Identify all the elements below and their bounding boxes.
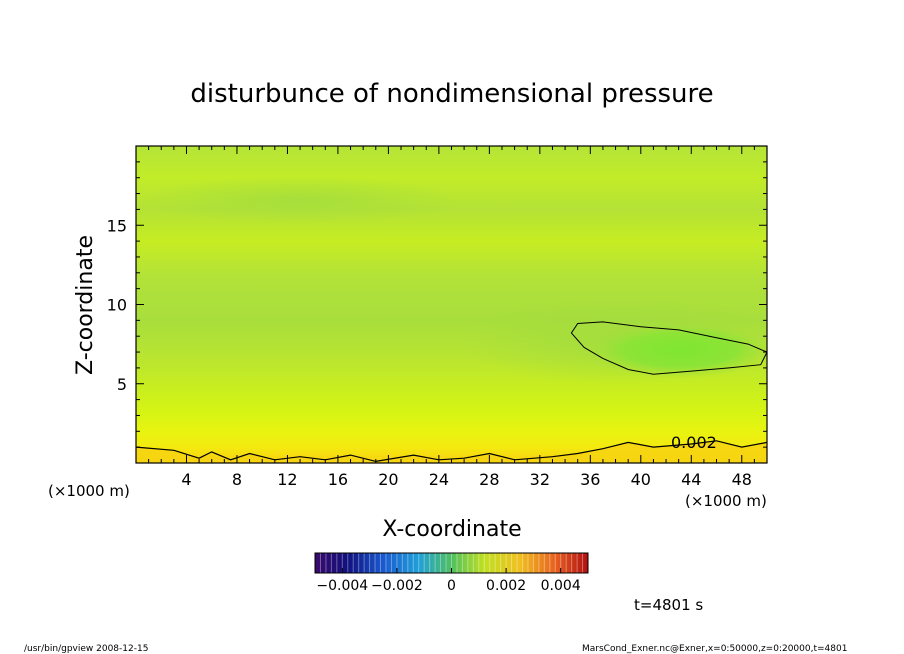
x-tick-label: 40: [631, 470, 651, 489]
chart-title: disturbunce of nondimensional pressure: [190, 79, 713, 109]
x-tick-label: 28: [479, 470, 499, 489]
time-label: t=4801 s: [634, 596, 703, 614]
x-tick-label: 24: [429, 470, 449, 489]
colorbar-tick-label: 0.002: [486, 578, 526, 594]
x-tick-label: 20: [378, 470, 398, 489]
high-pressure-band: [136, 440, 767, 463]
contour-line-closed: [570, 321, 767, 375]
colorbar-tick-label: −0.002: [371, 578, 423, 594]
x-tick-label: 4: [181, 470, 191, 489]
field-patch: [585, 322, 767, 378]
colorbar: −0.004 −0.002 0 0.002 0.004: [314, 552, 589, 594]
x-tick-label: 16: [328, 470, 348, 489]
colorbar-tick-label: 0: [447, 578, 456, 594]
colorbar-ticks: −0.004 −0.002 0 0.002 0.004: [316, 568, 581, 594]
x-axis-label: X-coordinate: [382, 517, 521, 542]
x-tick-label: 12: [277, 470, 297, 489]
colorbar-tick-label: 0.004: [541, 578, 581, 594]
y-tick-label: 5: [117, 375, 127, 394]
x-tick-label: 32: [530, 470, 550, 489]
plot-area: [136, 146, 767, 463]
y-axis-label: Z-coordinate: [73, 235, 98, 375]
y-axis: 5 10 15: [107, 161, 767, 448]
x-axis: 4 8 12 16 20 24 28 32 36 40 44 48: [148, 146, 755, 489]
x-tick-label: 8: [232, 470, 242, 489]
colorbar-tick-label: −0.004: [316, 578, 368, 594]
x-unit-left: (×1000 m): [48, 482, 130, 500]
x-tick-label: 44: [681, 470, 701, 489]
footer-left: /usr/bin/gpview 2008-12-15: [24, 644, 148, 654]
y-tick-label: 10: [107, 296, 127, 315]
contour-label: 0.002: [671, 433, 717, 452]
colorbar-fill: [315, 553, 588, 573]
footer-right: MarsCond_Exner.nc@Exner,x=0:50000,z=0:20…: [582, 644, 847, 654]
x-tick-label: 36: [580, 470, 600, 489]
x-unit-right: (×1000 m): [685, 492, 767, 510]
y-tick-label: 15: [107, 216, 127, 235]
field-patch: [140, 176, 460, 224]
x-tick-label: 48: [732, 470, 752, 489]
